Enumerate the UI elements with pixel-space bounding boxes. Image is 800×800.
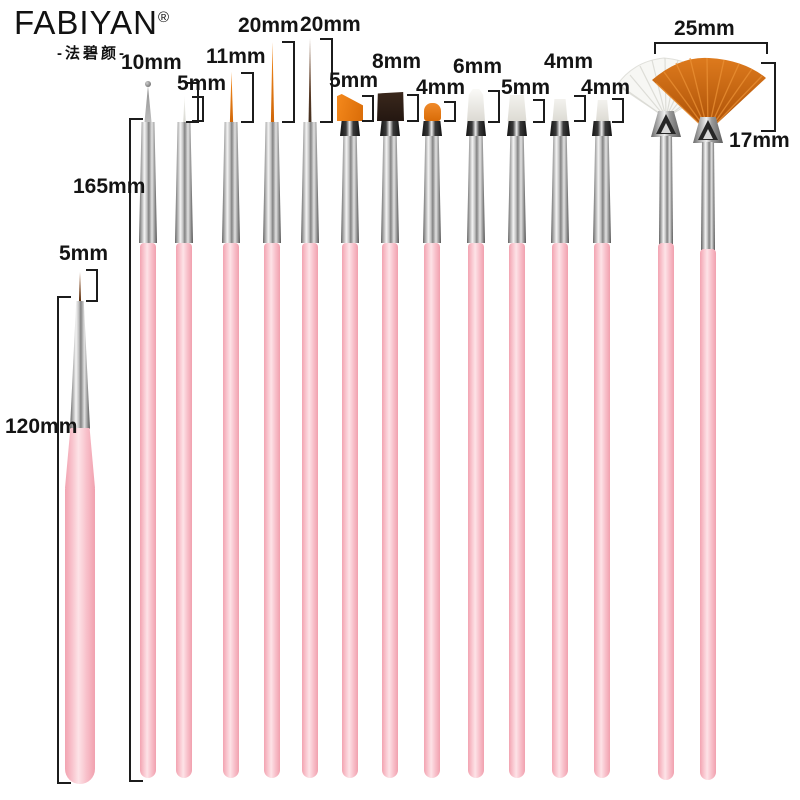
flat-gel-4mm-a-handle [552,243,568,778]
detail-liner-ferrule [70,301,90,429]
flat-gel-5mm-crimp [507,121,527,136]
angled-shader-handle [342,243,358,778]
bracket-oval-gel-tip [488,90,500,123]
flat-gel-5mm-bristle [507,95,527,121]
detail-liner-handle-taper [65,428,95,488]
flat-gel-4mm-a-crimp [550,121,570,136]
bracket-long-liner-1-tip [282,41,295,123]
liner-11mm-ferrule [222,122,240,243]
flat-gel-5mm-ferrule [508,122,526,243]
long-liner-1-ferrule [263,122,281,243]
main-length-label: 165mm [73,175,146,198]
detail-length-label: 120mm [5,415,78,438]
white-fan-collar-inner-triangle-icon [661,123,671,133]
white-fan-handle [658,243,674,780]
flat-gel-4mm-b-ferrule [593,122,611,243]
brand-logo: FABIYAN® -法碧颜- [14,6,170,63]
flat-shader-crimp [380,121,400,136]
liner-11mm-handle [223,243,239,778]
tip-size-label: 4mm [544,50,594,73]
fine-liner-bristle [183,96,186,122]
tip-size-label: 8mm [372,50,422,73]
orange-fan-collar-inner-triangle-icon [703,129,713,139]
tip-size-label: 11mm [206,45,266,68]
small-flat-crimp [422,121,442,136]
trademark-symbol: ® [157,9,170,26]
bracket-fine-liner-tip [192,96,204,122]
bracket-detail-tip [86,269,98,302]
tip-size-label: 20mm [300,13,361,36]
bracket-dotting-tip [186,82,199,123]
long-liner-2-handle [302,243,318,778]
orange-fan-handle [700,249,716,780]
tip-size-label: 6mm [453,55,503,78]
oval-gel-crimp [466,121,486,136]
dotting-tool-ball [145,81,151,87]
bracket-long-liner-2-tip [320,38,333,123]
bracket-flat-gel-4mm-b-tip [612,98,624,123]
fan-width-label: 25mm [674,17,735,40]
bracket-liner-11mm-tip [241,72,254,123]
small-flat-ferrule [423,122,441,243]
flat-gel-4mm-b-handle [594,243,610,778]
long-liner-2-bristle [308,38,312,122]
tip-size-label: 20mm [238,14,299,37]
white-fan-collar [651,111,681,137]
bracket-main-length [129,118,143,782]
tip-size-label: 4mm [581,76,631,99]
long-liner-1-handle [264,243,280,778]
flat-gel-4mm-a-bristle [552,99,568,121]
flat-gel-4mm-b-bristle [596,100,609,121]
tip-size-label: 5mm [177,72,227,95]
angled-shader-bristle [337,94,363,121]
angled-shader-ferrule [341,122,359,243]
tip-size-label: 5mm [501,76,551,99]
long-liner-1-bristle [270,42,275,122]
bracket-angled-shader-tip [362,95,374,122]
tip-size-label: 5mm [59,242,109,265]
flat-shader-ferrule [381,122,399,243]
oval-gel-ferrule [467,122,485,243]
flat-gel-4mm-b-crimp [592,121,612,136]
bracket-flat-shader-tip [407,94,419,122]
small-flat-handle [424,243,440,778]
flat-shader-handle [382,243,398,778]
tip-size-label: 4mm [416,76,466,99]
fine-liner-ferrule [175,122,193,243]
brand-name-row: FABIYAN® [14,6,170,39]
liner-11mm-bristle [229,72,234,122]
small-flat-bristle [424,103,441,121]
flat-shader-bristle [377,92,404,121]
tip-size-label: 5mm [329,69,379,92]
dotting-tool-handle [140,243,156,778]
fan-height-label: 17mm [729,129,790,152]
fine-liner-handle [176,243,192,778]
detail-liner-bristle [78,272,82,302]
angled-shader-crimp [340,121,360,136]
tip-size-label: 10mm [121,51,182,74]
orange-fan-ferrule [701,142,715,250]
bracket-flat-gel-4mm-a-tip [574,95,586,122]
oval-gel-bristle [467,89,485,121]
flat-gel-5mm-handle [509,243,525,778]
bracket-small-flat-tip [444,101,456,122]
brand-chinese-name: -法碧颜- [57,45,127,62]
dotting-tool-ferrule [139,122,157,243]
bracket-flat-gel-5mm-tip [533,99,545,123]
brand-name: FABIYAN [14,4,158,41]
white-fan-ferrule [659,136,673,244]
detail-liner-handle [65,486,95,784]
oval-gel-handle [468,243,484,778]
bracket-fan-width [654,42,768,54]
long-liner-2-ferrule [301,122,319,243]
flat-gel-4mm-a-ferrule [551,122,569,243]
dotting-tool-needle [144,86,152,122]
bracket-detail-length [57,296,71,784]
bracket-fan-height [761,62,776,132]
